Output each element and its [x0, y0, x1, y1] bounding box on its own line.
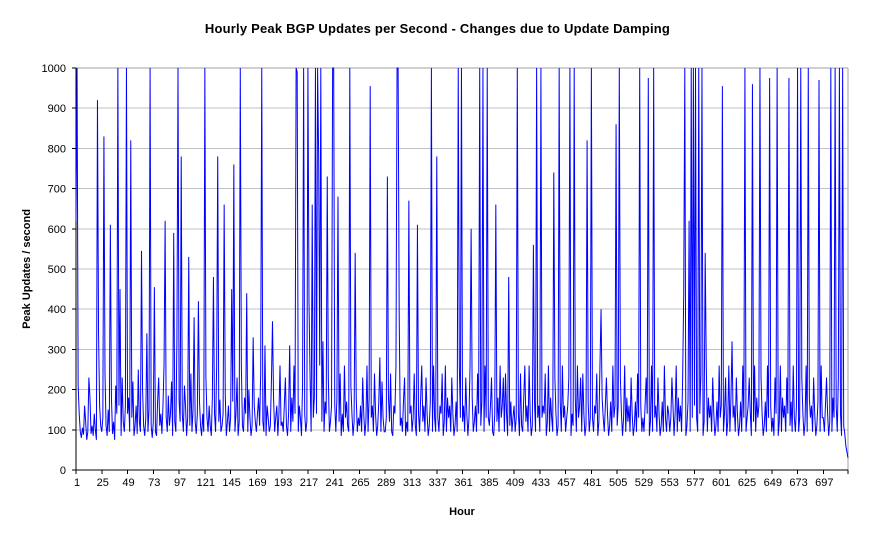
chart-title: Hourly Peak BGP Updates per Second - Cha… [204, 21, 671, 36]
x-tick-label: 601 [712, 477, 730, 489]
x-tick-label: 337 [429, 477, 447, 489]
y-tick-label: 400 [48, 304, 66, 316]
x-tick-label: 217 [300, 477, 318, 489]
x-tick-label: 409 [506, 477, 524, 489]
x-tick-label: 361 [454, 477, 472, 489]
x-tick-label: 145 [222, 477, 240, 489]
y-tick-label: 1000 [42, 63, 66, 75]
x-tick-label: 1 [74, 477, 80, 489]
y-tick-label: 700 [48, 184, 66, 196]
x-tick-label: 49 [122, 477, 134, 489]
x-tick-label: 529 [635, 477, 653, 489]
y-tick-label: 600 [48, 224, 66, 236]
x-tick-label: 313 [403, 477, 421, 489]
y-tick-label: 500 [48, 264, 66, 276]
y-tick-label: 300 [48, 344, 66, 356]
y-tick-label: 900 [48, 103, 66, 115]
x-tick-label: 505 [609, 477, 627, 489]
x-tick-label: 289 [377, 477, 395, 489]
x-tick-label: 697 [815, 477, 833, 489]
x-tick-label: 577 [686, 477, 704, 489]
x-tick-label: 457 [557, 477, 575, 489]
x-tick-label: 433 [532, 477, 550, 489]
x-tick-label: 673 [789, 477, 807, 489]
x-tick-label: 121 [197, 477, 215, 489]
x-axis-title: Hour [449, 506, 475, 518]
x-tick-label: 169 [248, 477, 266, 489]
x-tick-label: 241 [326, 477, 344, 489]
y-tick-label: 100 [48, 425, 66, 437]
x-tick-label: 193 [274, 477, 292, 489]
x-tick-label: 385 [480, 477, 498, 489]
x-tick-label: 649 [764, 477, 782, 489]
x-tick-label: 553 [661, 477, 679, 489]
x-tick-label: 265 [351, 477, 369, 489]
x-tick-label: 481 [583, 477, 601, 489]
y-tick-label: 200 [48, 385, 66, 397]
x-tick-label: 625 [738, 477, 756, 489]
y-tick-label: 800 [48, 143, 66, 155]
x-tick-label: 97 [174, 477, 186, 489]
y-tick-label: 0 [60, 465, 66, 477]
peak-updates-series-line [75, 67, 849, 459]
x-tick-label: 25 [97, 477, 109, 489]
x-tick-label: 73 [148, 477, 160, 489]
